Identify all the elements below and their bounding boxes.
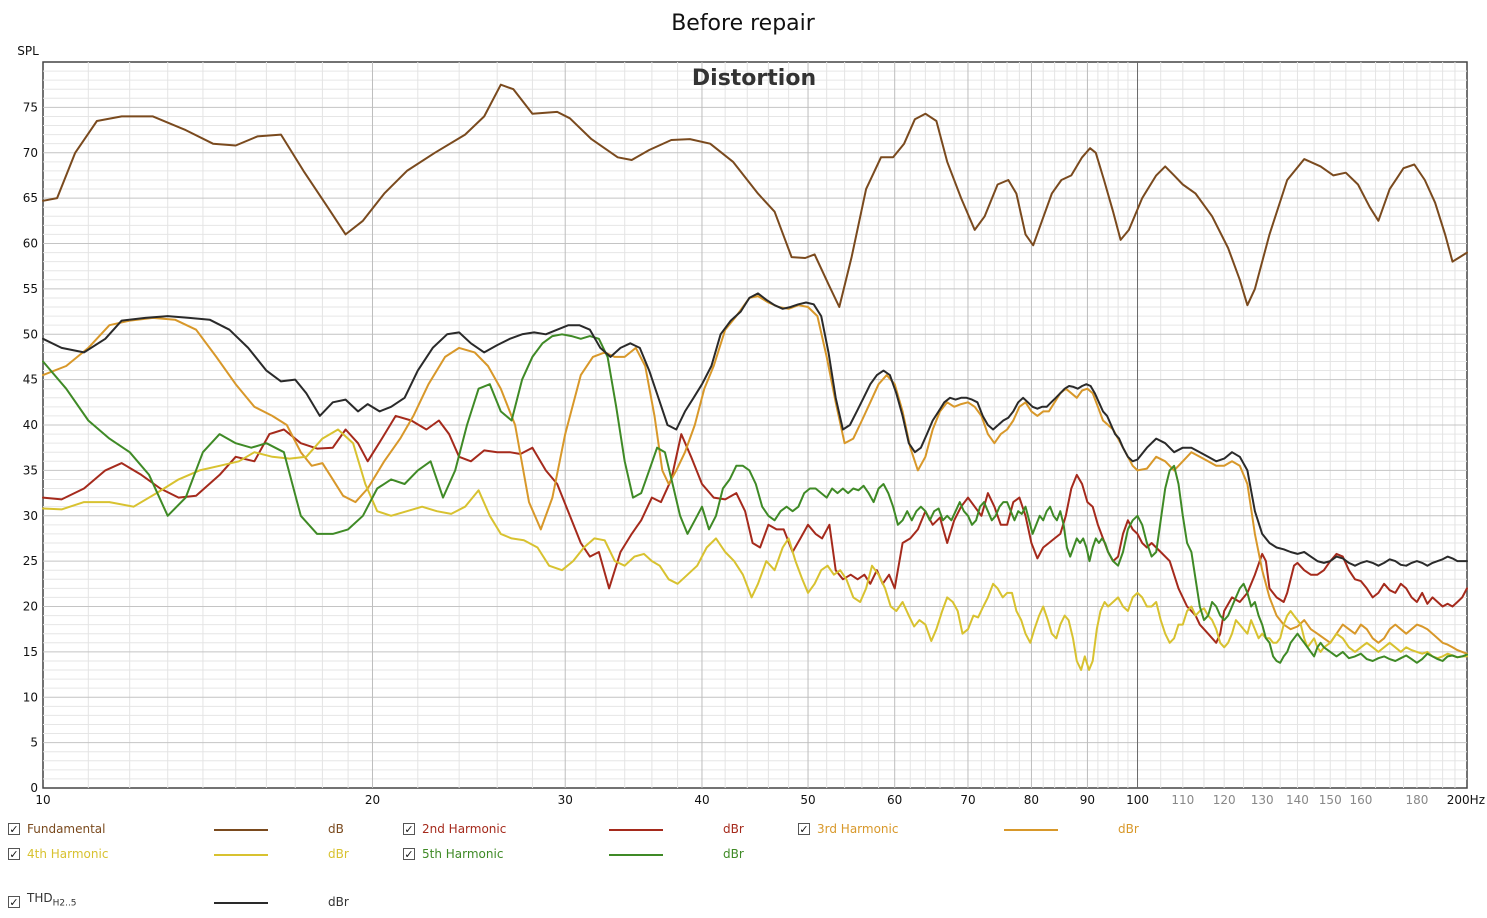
legend-line-swatch <box>214 902 268 904</box>
legend: ✓ Fundamental dB ✓ 2nd Harmonic dBr ✓ 3r… <box>0 810 1487 918</box>
legend-name: 2nd Harmonic <box>422 822 507 836</box>
legend-unit: dBr <box>328 847 349 861</box>
checkbox-icon[interactable]: ✓ <box>403 823 415 836</box>
checkbox-icon[interactable]: ✓ <box>8 848 20 861</box>
grid-major <box>43 62 1467 788</box>
x-tick-label: 40 <box>694 793 709 807</box>
x-tick-label: 100 <box>1126 793 1149 807</box>
y-tick-label: 70 <box>23 146 38 160</box>
y-tick-label: 0 <box>30 781 38 795</box>
chart-title: Distortion <box>692 66 816 91</box>
legend-name: THDH2..5 <box>27 891 77 908</box>
legend-item-fundamental[interactable]: ✓ Fundamental dB <box>8 820 388 840</box>
y-tick-label: 10 <box>23 690 38 704</box>
checkbox-icon[interactable]: ✓ <box>403 848 415 861</box>
y-axis-label: SPL <box>17 44 39 58</box>
y-tick-label: 40 <box>23 418 38 432</box>
x-tick-label: 30 <box>558 793 573 807</box>
legend-line-swatch <box>609 854 663 856</box>
legend-item-5th-harmonic[interactable]: ✓ 5th Harmonic dBr <box>403 845 783 865</box>
legend-item-3rd-harmonic[interactable]: ✓ 3rd Harmonic dBr <box>798 820 1178 840</box>
y-tick-label: 15 <box>23 645 38 659</box>
legend-line-swatch <box>609 829 663 831</box>
legend-line-swatch <box>214 854 268 856</box>
x-tick-labels: 10 20 30 40 50 60 70 80 90 100 200Hz 110 120 130 140 15… <box>35 793 1485 807</box>
grid-minor <box>43 62 1467 788</box>
x-tick-label-minor: 120 <box>1213 793 1236 807</box>
x-tick-label: 90 <box>1080 793 1095 807</box>
x-tick-label: 60 <box>887 793 902 807</box>
checkbox-icon[interactable]: ✓ <box>8 896 20 909</box>
legend-unit: dBr <box>723 847 744 861</box>
legend-name-subscript: H2..5 <box>52 898 77 909</box>
legend-item-thd[interactable]: ✓ THDH2..5 dBr <box>8 891 388 913</box>
series-line-3rd-harmonic <box>42 295 1468 655</box>
y-tick-label: 5 <box>30 736 38 750</box>
legend-item-4th-harmonic[interactable]: ✓ 4th Harmonic dBr <box>8 845 388 865</box>
series-line-thd <box>42 292 1468 567</box>
legend-unit: dBr <box>328 895 349 909</box>
legend-name: 5th Harmonic <box>422 847 504 861</box>
distortion-chart: Before repair SPL Distortion 0 5 10 15 20 25 3… <box>17 11 1485 807</box>
y-tick-label: 55 <box>23 282 38 296</box>
legend-unit: dBr <box>1118 822 1139 836</box>
y-tick-label: 50 <box>23 327 38 341</box>
x-tick-label-minor: 180 <box>1405 793 1428 807</box>
page-title: Before repair <box>671 11 816 36</box>
x-tick-label: 70 <box>960 793 975 807</box>
legend-name: 4th Harmonic <box>27 847 109 861</box>
y-tick-label: 25 <box>23 554 38 568</box>
x-tick-label: 80 <box>1024 793 1039 807</box>
y-tick-label: 60 <box>23 237 38 251</box>
series-layer <box>42 83 1468 671</box>
x-tick-label-minor: 110 <box>1171 793 1194 807</box>
x-tick-label-minor: 160 <box>1349 793 1372 807</box>
legend-item-2nd-harmonic[interactable]: ✓ 2nd Harmonic dBr <box>403 820 783 840</box>
x-tick-label-minor: 130 <box>1251 793 1274 807</box>
series-line-5th-harmonic <box>42 333 1468 664</box>
x-tick-label: 200Hz <box>1447 793 1485 807</box>
legend-line-swatch <box>214 829 268 831</box>
y-tick-label: 65 <box>23 191 38 205</box>
checkbox-icon[interactable]: ✓ <box>798 823 810 836</box>
x-tick-label: 10 <box>35 793 50 807</box>
legend-name-main: THD <box>27 891 53 905</box>
series-line-2nd-harmonic <box>42 414 1468 644</box>
y-tick-labels: 0 5 10 15 20 25 30 35 40 45 50 55 60 65 70 75 <box>23 100 38 795</box>
x-tick-label: 50 <box>800 793 815 807</box>
y-tick-label: 45 <box>23 373 38 387</box>
y-tick-label: 35 <box>23 463 38 477</box>
legend-line-swatch <box>1004 829 1058 831</box>
legend-unit: dBr <box>723 822 744 836</box>
series-line-4th-harmonic <box>42 428 1468 671</box>
y-tick-label: 75 <box>23 100 38 114</box>
legend-name: Fundamental <box>27 822 106 836</box>
legend-unit: dB <box>328 822 344 836</box>
checkbox-icon[interactable]: ✓ <box>8 823 20 836</box>
y-tick-label: 20 <box>23 600 38 614</box>
legend-name: 3rd Harmonic <box>817 822 899 836</box>
x-tick-label-minor: 150 <box>1319 793 1342 807</box>
y-tick-label: 30 <box>23 509 38 523</box>
x-tick-label: 20 <box>365 793 380 807</box>
series-line-fundamental <box>42 83 1468 308</box>
x-tick-label-minor: 140 <box>1286 793 1309 807</box>
